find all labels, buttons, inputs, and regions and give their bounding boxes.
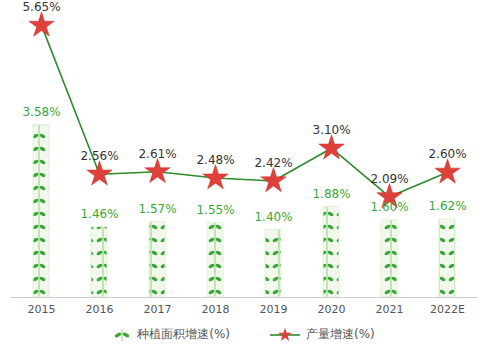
svg-text:2.09%: 2.09% [370,172,408,186]
svg-text:2.48%: 2.48% [196,153,234,167]
svg-text:2019: 2019 [260,303,288,316]
svg-text:5.65%: 5.65% [22,0,60,14]
svg-text:3.58%: 3.58% [22,105,60,119]
svg-text:2017: 2017 [144,303,172,316]
svg-text:2.60%: 2.60% [428,147,466,161]
svg-text:2.56%: 2.56% [80,149,118,163]
svg-text:2020: 2020 [318,303,346,316]
svg-text:1.62%: 1.62% [428,199,466,213]
html-text:种植面积增速(%): 种植面积增速(%) [137,327,230,341]
html-text:产量增速(%): 产量增速(%) [306,327,375,341]
svg-text:2.61%: 2.61% [138,147,176,161]
svg-text:2021: 2021 [376,303,404,316]
svg-text:2018: 2018 [202,303,230,316]
svg-text:1.40%: 1.40% [254,210,292,224]
svg-text:3.10%: 3.10% [312,123,350,137]
svg-text:1.88%: 1.88% [312,187,350,201]
svg-text:2016: 2016 [86,303,114,316]
svg-text:1.60%: 1.60% [370,200,408,214]
svg-text:2.42%: 2.42% [254,156,292,170]
svg-text:1.57%: 1.57% [138,202,176,216]
svg-text:2015: 2015 [28,303,56,316]
svg-text:1.46%: 1.46% [80,207,118,221]
svg-text:2022E: 2022E [430,303,465,316]
svg-text:1.55%: 1.55% [196,203,234,217]
